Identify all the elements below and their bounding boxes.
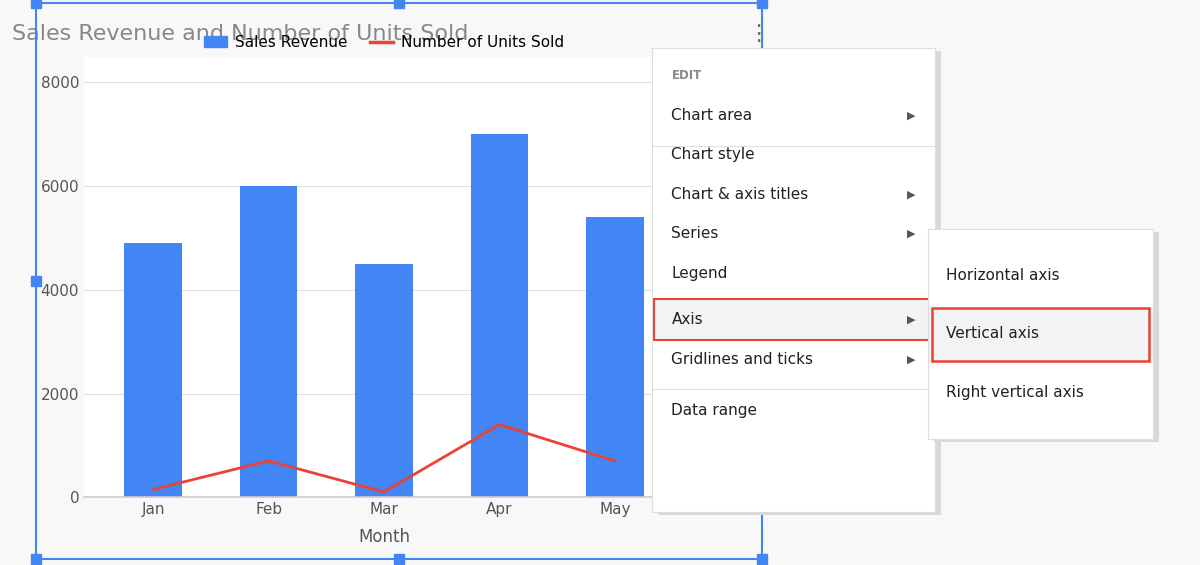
FancyBboxPatch shape bbox=[928, 307, 1153, 363]
Text: Vertical axis: Vertical axis bbox=[946, 327, 1039, 341]
Text: Sales Revenue and Number of Units Sold: Sales Revenue and Number of Units Sold bbox=[12, 24, 468, 44]
Text: Axis: Axis bbox=[672, 312, 703, 327]
Text: Gridlines and ticks: Gridlines and ticks bbox=[672, 351, 814, 367]
Text: Series: Series bbox=[672, 227, 719, 241]
Text: EDIT: EDIT bbox=[672, 69, 702, 82]
Text: Horizontal axis: Horizontal axis bbox=[946, 268, 1060, 282]
Legend: Sales Revenue, Number of Units Sold: Sales Revenue, Number of Units Sold bbox=[198, 29, 570, 56]
Text: Chart & axis titles: Chart & axis titles bbox=[672, 187, 809, 202]
Text: ▶: ▶ bbox=[906, 229, 914, 239]
Bar bbox=[125, 243, 182, 497]
Bar bbox=[240, 186, 298, 497]
Text: ▶: ▶ bbox=[906, 110, 914, 120]
Text: Data range: Data range bbox=[672, 403, 757, 418]
Text: ▶: ▶ bbox=[906, 354, 914, 364]
Text: Legend: Legend bbox=[672, 266, 727, 281]
Text: Chart style: Chart style bbox=[672, 147, 755, 162]
FancyBboxPatch shape bbox=[652, 298, 935, 341]
Text: ⋮: ⋮ bbox=[748, 24, 769, 44]
Bar bbox=[586, 217, 643, 497]
Text: Right vertical axis: Right vertical axis bbox=[946, 385, 1084, 400]
Text: ▶: ▶ bbox=[906, 315, 914, 325]
Bar bbox=[470, 134, 528, 497]
X-axis label: Month: Month bbox=[358, 528, 410, 546]
Bar bbox=[355, 264, 413, 497]
Text: ▶: ▶ bbox=[906, 189, 914, 199]
Text: Chart area: Chart area bbox=[672, 108, 752, 123]
